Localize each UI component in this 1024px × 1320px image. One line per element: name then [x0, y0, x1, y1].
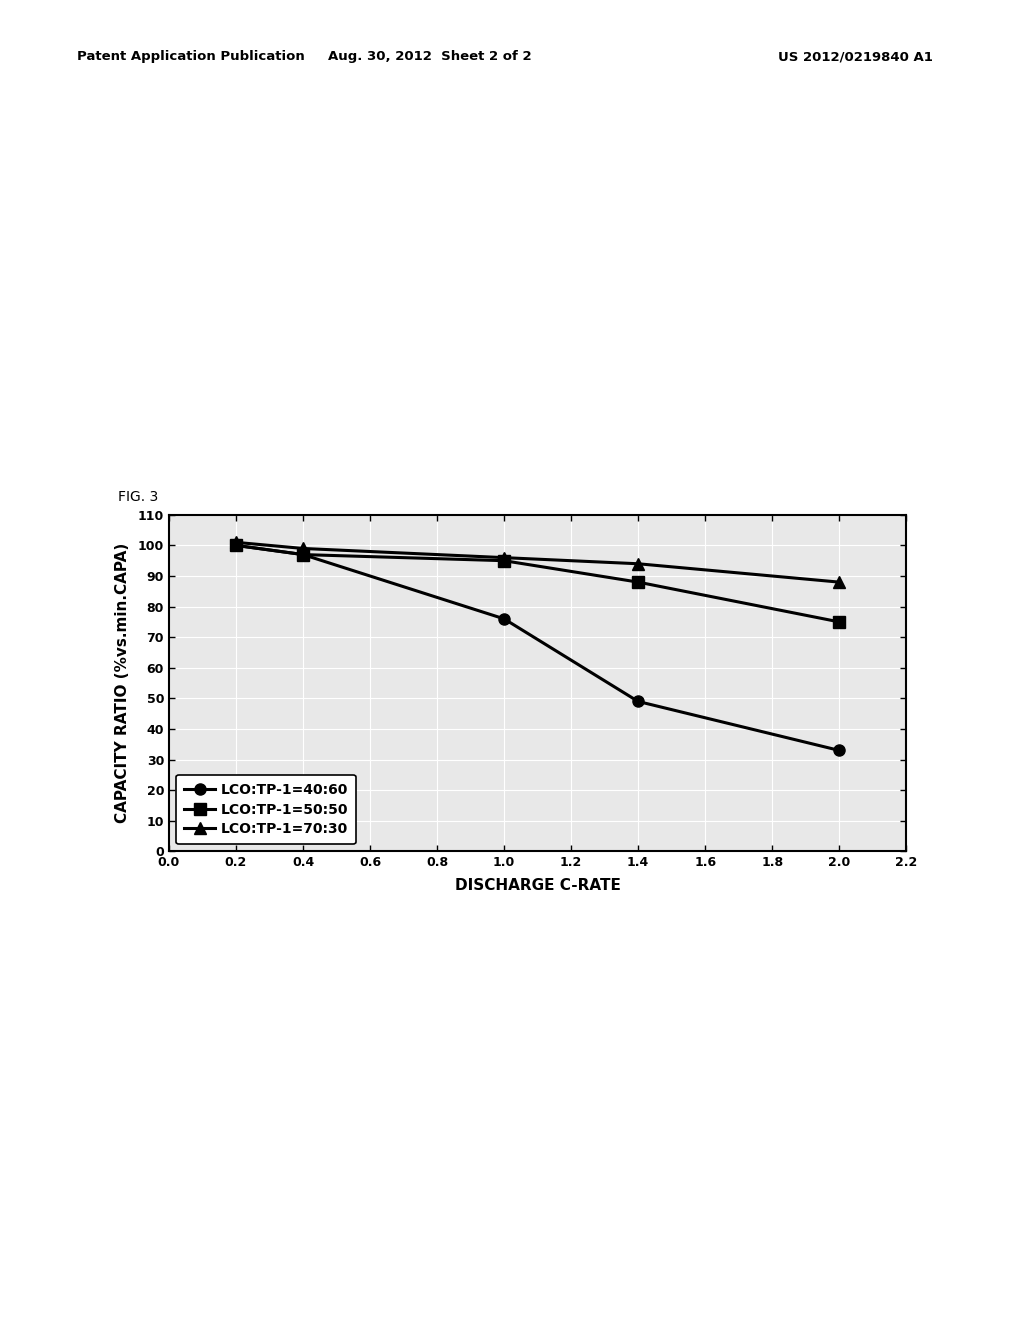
Line: LCO:TP-1=40:60: LCO:TP-1=40:60 [230, 540, 845, 756]
LCO:TP-1=50:50 [834, 614, 846, 630]
Legend: LCO:TP-1=40:60, LCO:TP-1=50:50, LCO:TP-1=70:30: LCO:TP-1=40:60, LCO:TP-1=50:50, LCO:TP-1… [176, 775, 356, 845]
Text: US 2012/0219840 A1: US 2012/0219840 A1 [778, 50, 933, 63]
LCO:TP-1=40:60 [834, 742, 846, 758]
LCO:TP-1=40:60 [297, 546, 309, 562]
X-axis label: DISCHARGE C-RATE: DISCHARGE C-RATE [455, 878, 621, 892]
LCO:TP-1=40:60 [498, 611, 510, 627]
Line: LCO:TP-1=70:30: LCO:TP-1=70:30 [230, 537, 845, 587]
LCO:TP-1=40:60 [229, 537, 242, 553]
LCO:TP-1=70:30 [498, 549, 510, 565]
Line: LCO:TP-1=50:50: LCO:TP-1=50:50 [230, 540, 845, 627]
LCO:TP-1=40:60 [632, 693, 644, 709]
Y-axis label: CAPACITY RATIO (%vs.min.CAPA): CAPACITY RATIO (%vs.min.CAPA) [115, 543, 129, 824]
Text: Aug. 30, 2012  Sheet 2 of 2: Aug. 30, 2012 Sheet 2 of 2 [329, 50, 531, 63]
LCO:TP-1=50:50 [498, 553, 510, 569]
LCO:TP-1=70:30 [297, 541, 309, 557]
LCO:TP-1=70:30 [632, 556, 644, 572]
LCO:TP-1=50:50 [297, 546, 309, 562]
Text: Patent Application Publication: Patent Application Publication [77, 50, 304, 63]
Text: FIG. 3: FIG. 3 [118, 490, 158, 504]
LCO:TP-1=70:30 [229, 535, 242, 550]
LCO:TP-1=50:50 [632, 574, 644, 590]
LCO:TP-1=50:50 [229, 537, 242, 553]
LCO:TP-1=70:30 [834, 574, 846, 590]
